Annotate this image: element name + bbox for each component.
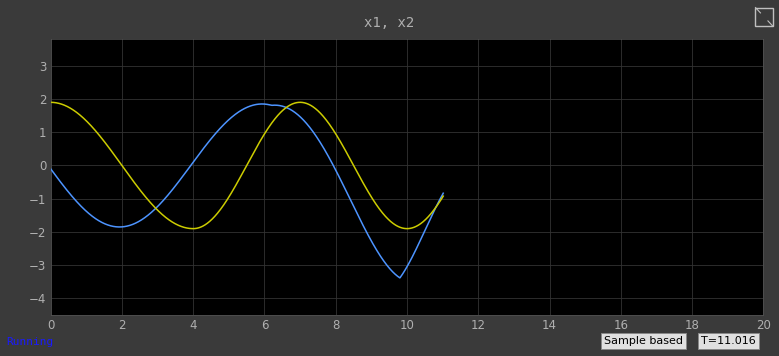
Text: Running: Running — [6, 337, 54, 347]
Bar — [756, 7, 773, 26]
Text: Sample based: Sample based — [604, 336, 682, 346]
Text: x1, x2: x1, x2 — [365, 16, 414, 30]
Text: T=11.016: T=11.016 — [701, 336, 756, 346]
